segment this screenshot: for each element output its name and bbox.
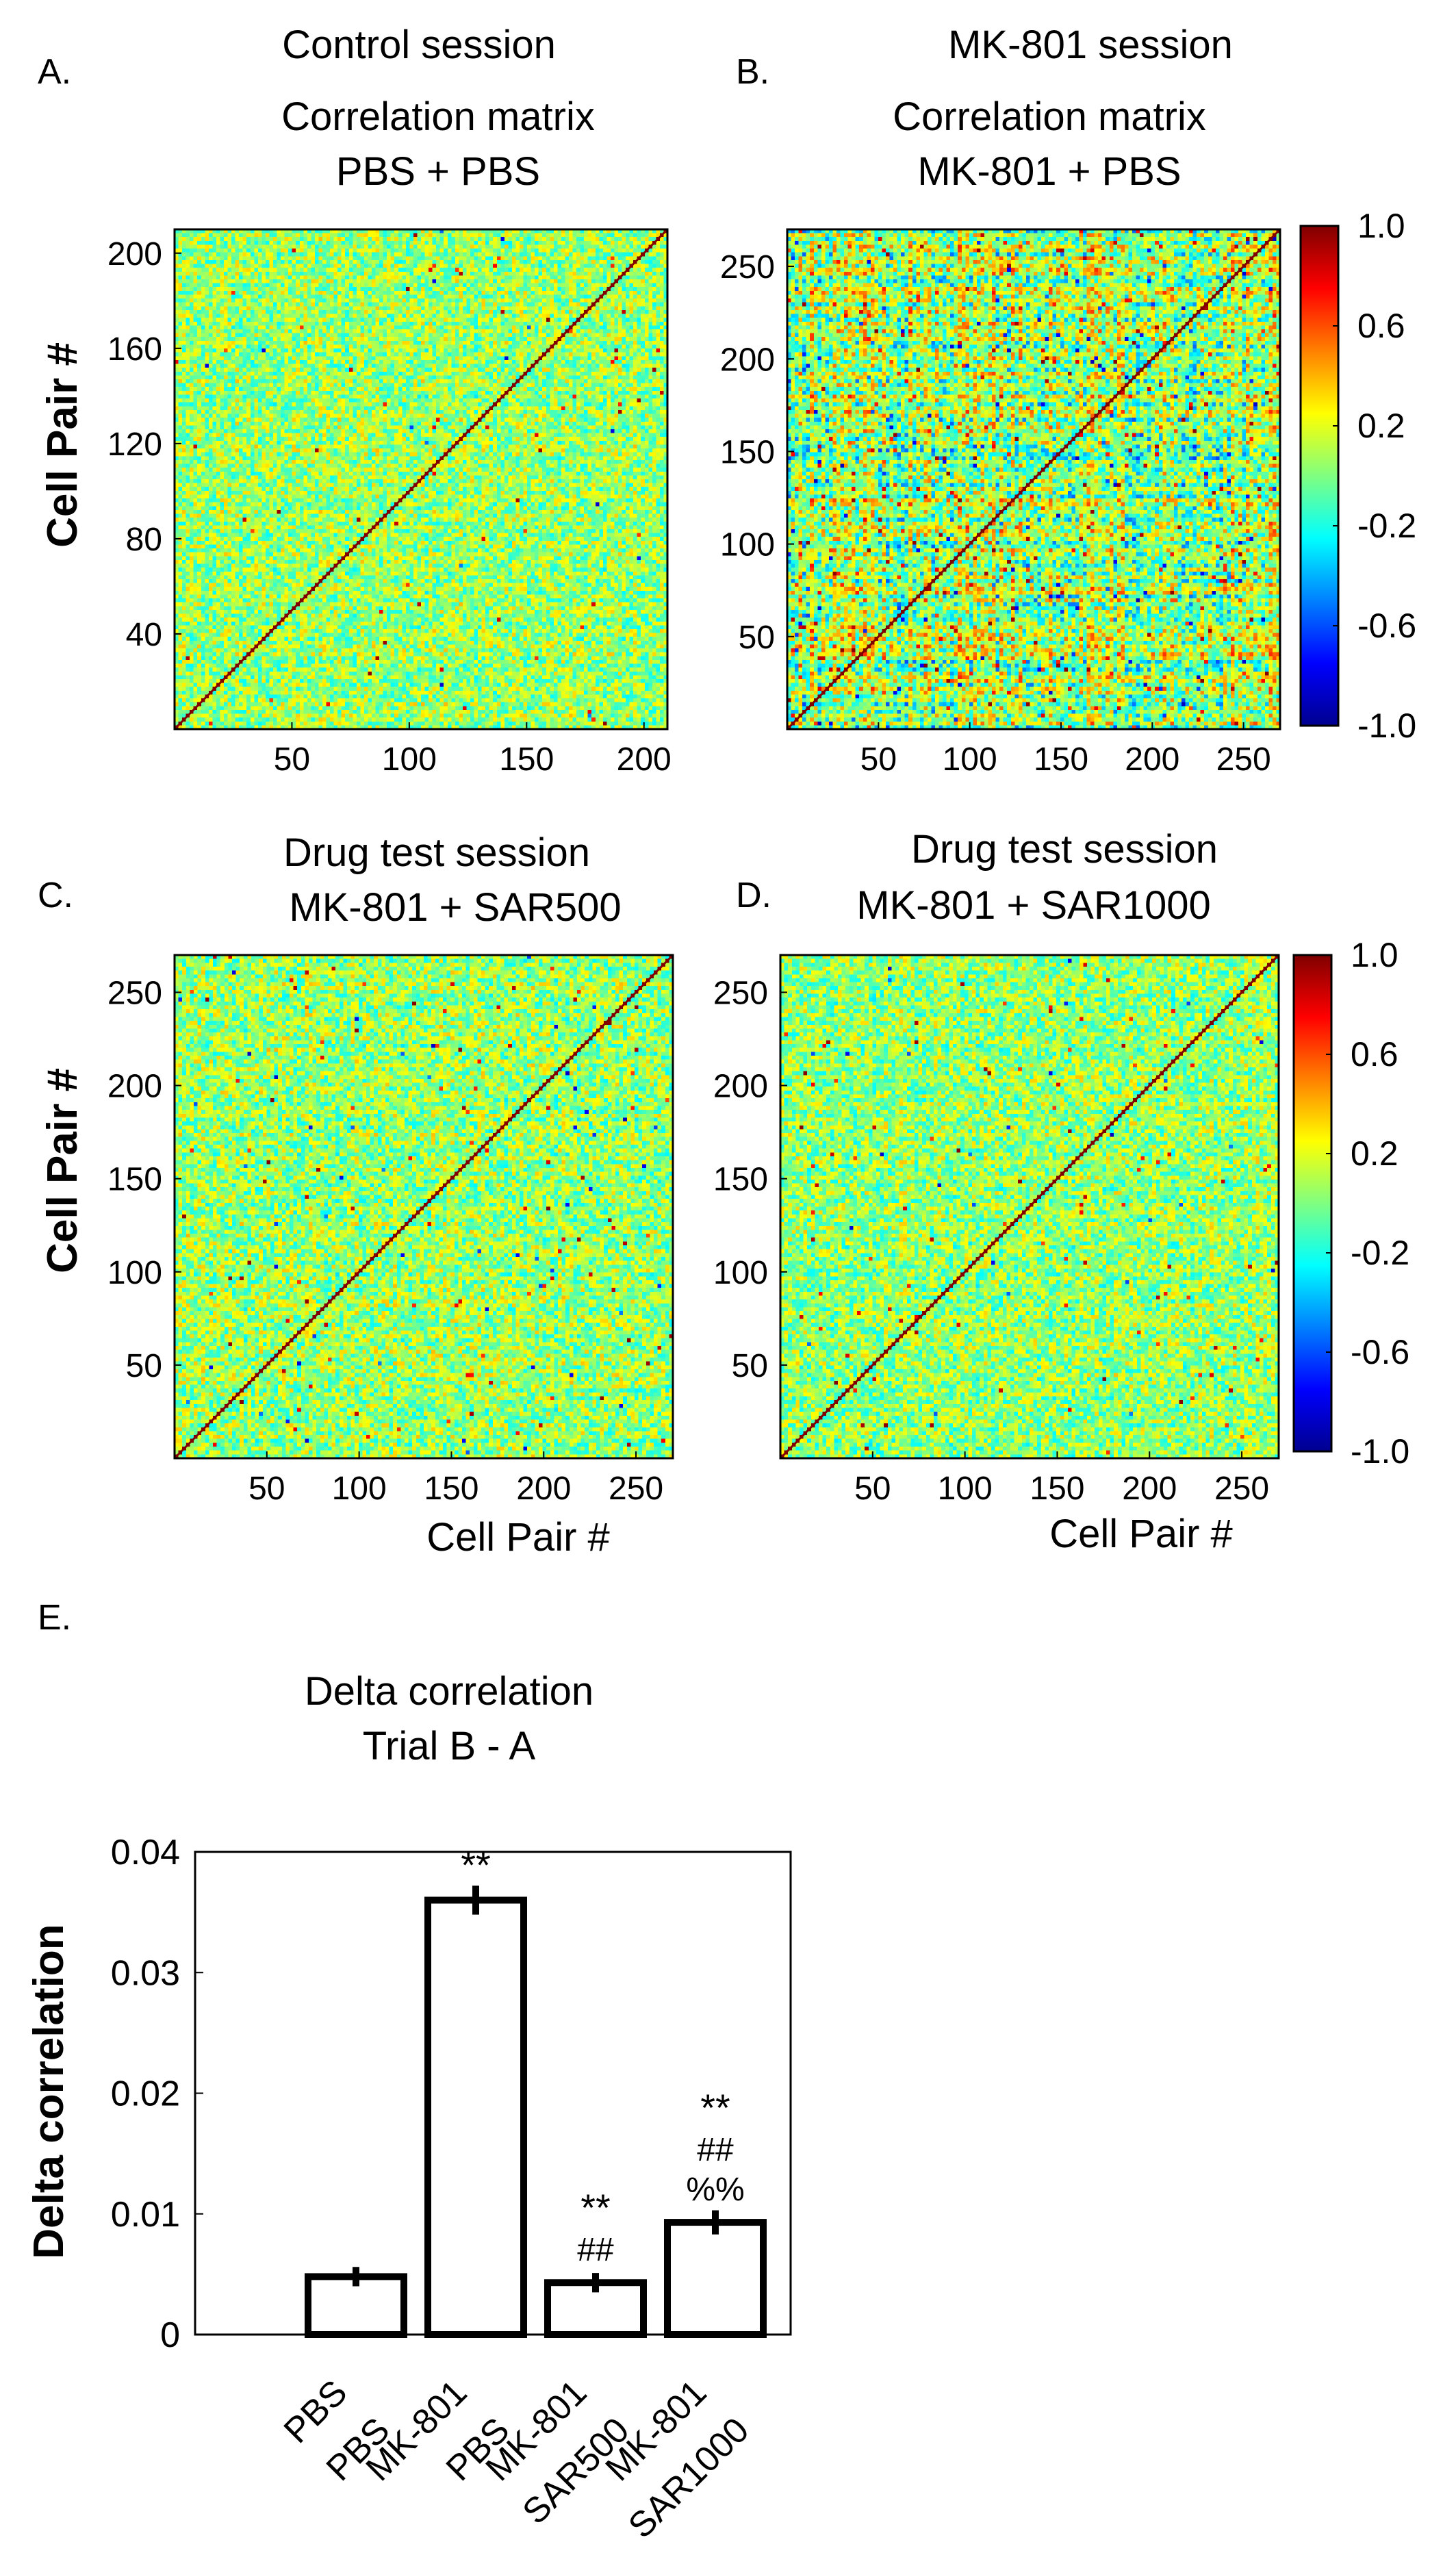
panel-e-title-line-1: Delta correlation [305,1669,593,1714]
y-tick-label: 250 [720,249,775,285]
colorbar-gradient [1294,955,1331,1451]
y-tick-label: 100 [720,527,775,563]
colorbar-tick-label: -0.6 [1357,607,1416,645]
significance-annotation: ## [577,2232,614,2268]
panel-b-title-line-2: MK-801 + PBS [917,149,1181,194]
colorbar-tick-label: 1.0 [1351,936,1398,974]
y-tick-label: 0.04 [111,1833,180,1872]
y-tick-label: 150 [107,1162,162,1198]
x-tick-label: 100 [943,741,997,778]
y-tick-label: 150 [720,434,775,470]
y-tick-label: 200 [720,342,775,378]
y-tick-label: 200 [713,1069,768,1105]
bar [428,1901,524,2335]
significance-annotation: ** [461,1844,491,1887]
y-tick-label: 250 [713,975,768,1011]
x-tick-label: 150 [1030,1471,1084,1507]
y-tick-label: 50 [732,1348,768,1384]
panel-b-heatmap: 50 100 150 200 250 50 100 150 200 250 [720,229,1281,778]
x-tick-label: 200 [516,1471,571,1507]
colorbar-tick-label: 0.2 [1351,1134,1398,1173]
panel-c-ylabel: Cell Pair # [39,1068,86,1273]
colorbar-gradient [1301,226,1338,726]
y-tick-label: 0.02 [111,2074,180,2114]
x-tick-label: 50 [860,741,897,778]
x-tick-label: 250 [609,1471,663,1507]
y-tick-label: 80 [126,522,162,558]
panel-a-title-line-1: Correlation matrix [281,94,595,139]
x-tick-label: 100 [938,1471,993,1507]
y-tick-label: 150 [713,1162,768,1198]
figure: A. B. C. D. E. Control session Correlati… [0,0,1456,2555]
bar [667,2222,763,2335]
panel-letter-c: C. [38,876,73,915]
panel-a-ylabel: Cell Pair # [39,342,86,548]
x-tick-label: 200 [1122,1471,1177,1507]
x-tick-label: 200 [1125,741,1179,778]
x-tick-label: 150 [499,741,554,778]
y-tick-label: 100 [713,1255,768,1291]
panel-b-session: MK-801 session [948,23,1233,67]
y-tick-label: 120 [107,427,162,463]
colorbar-tick-label: -1.0 [1357,707,1416,745]
colorbar-tick-label: 1.0 [1357,207,1405,245]
x-tick-label: 150 [424,1471,478,1507]
x-tick-label: 250 [1214,1471,1269,1507]
colorbar-tick-label: 0.6 [1357,307,1405,345]
y-tick-label: 100 [107,1255,162,1291]
y-tick-label: 50 [739,620,775,656]
significance-annotation: ** [700,2086,730,2129]
x-tick-label: 150 [1034,741,1088,778]
x-tick-label: 250 [1216,741,1271,778]
panel-b-title-line-1: Correlation matrix [893,94,1206,139]
panel-letter-b: B. [736,52,769,92]
panel-letter-e: E. [38,1598,71,1638]
significance-annotation: ## [697,2132,734,2168]
panel-a-title-line-2: PBS + PBS [336,149,540,194]
y-tick-label: 0.03 [111,1953,180,1993]
colorbar-tick-label: -0.2 [1357,507,1416,545]
x-tick-label: 200 [617,741,672,778]
colorbar-tick-label: -0.2 [1351,1234,1409,1272]
x-tick-label: 100 [332,1471,387,1507]
panel-c-title-line-1: Drug test session [283,830,590,875]
panel-letter-a: A. [38,52,71,92]
y-tick-label: 50 [126,1348,162,1384]
panel-d-title-line-1: Drug test session [911,827,1218,872]
y-tick-label: 200 [107,236,162,272]
y-tick-label: 160 [107,331,162,368]
panel-d-title-line-2: MK-801 + SAR1000 [856,883,1210,928]
significance-annotation: ** [580,2186,611,2229]
y-tick-label: 0 [160,2315,180,2355]
colorbar-tick-label: 0.6 [1351,1035,1398,1073]
significance-annotation: %% [686,2172,744,2208]
panel-c-xlabel: Cell Pair # [426,1515,610,1560]
panel-e-title-line-2: Trial B - A [363,1724,536,1768]
panel-c-title-line-2: MK-801 + SAR500 [289,885,621,930]
y-tick-label: 40 [126,617,162,653]
y-tick-label: 250 [107,975,162,1011]
panel-d-heatmap: 50 100 150 200 250 50 100 150 200 250 [713,955,1279,1507]
x-tick-label: 100 [382,741,437,778]
panel-e-ylabel: Delta correlation [25,1924,73,2259]
y-tick-label: 200 [107,1069,162,1105]
panel-a-heatmap: 50 100 150 200 40 80 120 160 200 [107,229,672,778]
colorbar-tick-label: -1.0 [1351,1432,1409,1471]
x-tick-label: 50 [274,741,310,778]
y-tick-label: 0.01 [111,2195,180,2235]
colorbar-tick-label: 0.2 [1357,407,1405,445]
panel-d-xlabel: Cell Pair # [1049,1512,1233,1556]
colorbar-tick-label: -0.6 [1351,1333,1409,1371]
x-tick-label: 50 [854,1471,891,1507]
panel-a-session: Control session [282,23,556,67]
panel-letter-d: D. [736,876,771,915]
x-tick-label: 50 [248,1471,285,1507]
panel-c-heatmap: 50 100 150 200 250 50 100 150 200 250 [107,955,674,1507]
